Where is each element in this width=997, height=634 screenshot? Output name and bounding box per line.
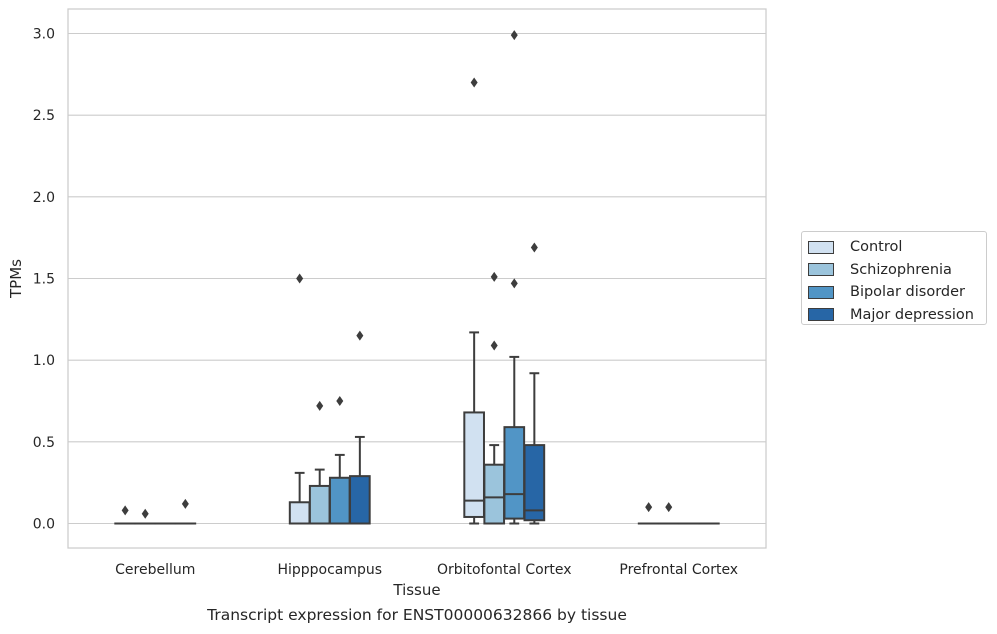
box-control — [288, 273, 311, 525]
box-major-depression — [174, 498, 197, 525]
y-tick-label: 1.5 — [33, 272, 55, 288]
box-body — [328, 476, 351, 525]
outlier-point — [490, 271, 498, 282]
legend-swatch — [808, 240, 834, 254]
box-schizophrenia — [308, 400, 331, 525]
legend-swatch — [808, 263, 834, 277]
legend: Control Schizophrenia Bipolar disorder Majo… — [801, 231, 987, 325]
x-tick-label: Orbitofontal Cortex — [437, 562, 572, 578]
box-schizophrenia — [483, 271, 506, 525]
outlier-point — [510, 30, 518, 41]
box-major-depression — [523, 242, 546, 525]
box-body — [288, 501, 311, 525]
legend-label: Schizophrenia — [850, 261, 952, 278]
outlier-point — [665, 502, 673, 513]
legend-swatch — [808, 285, 834, 299]
x-axis-ticks: Cerebellum Hipppocampus Orbitofontal Corte… — [115, 562, 738, 578]
box-control — [637, 502, 660, 525]
outlier-point — [510, 278, 518, 289]
box-control — [463, 77, 485, 525]
plot-frame — [67, 8, 767, 549]
box-body — [308, 484, 331, 525]
legend-swatch — [808, 308, 834, 322]
outlier-point — [181, 498, 189, 509]
x-tick-label: Cerebellum — [115, 562, 195, 578]
legend-item: Schizophrenia — [808, 259, 980, 282]
legend-label: Bipolar disorder — [850, 284, 965, 301]
outlier-point — [490, 340, 498, 351]
gridlines — [68, 32, 766, 525]
box-body — [483, 463, 506, 525]
y-axis-label: TPMs — [7, 259, 25, 299]
outlier-point — [121, 505, 129, 516]
box-schizophrenia — [134, 508, 157, 525]
x-axis-label: Tissue — [392, 581, 440, 599]
y-tick-label: 0.5 — [33, 435, 55, 451]
box-body — [503, 426, 526, 520]
legend-label: Major depression — [850, 306, 974, 323]
outlier-point — [141, 508, 149, 519]
outlier-point — [530, 242, 538, 253]
outlier-point — [356, 330, 364, 341]
legend-item: Major depression — [808, 304, 980, 327]
legend-item: Bipolar disorder — [808, 281, 980, 304]
y-tick-label: 2.0 — [33, 190, 55, 206]
box-bipolar-disorder — [503, 30, 526, 525]
outlier-point — [645, 502, 653, 513]
box-schizophrenia — [657, 502, 680, 525]
y-axis-ticks: 0.0 0.5 1.0 1.5 2.0 2.5 3.0 — [33, 27, 55, 533]
box-body — [523, 444, 546, 522]
y-tick-label: 2.5 — [33, 108, 55, 124]
x-tick-label: Prefrontal Cortex — [619, 562, 738, 578]
outlier-point — [296, 273, 304, 284]
boxes-layer — [114, 30, 720, 525]
x-tick-label: Hipppocampus — [277, 562, 382, 578]
box-bipolar-disorder — [328, 396, 351, 525]
outlier-point — [336, 396, 344, 406]
legend-label: Control — [850, 239, 903, 256]
y-tick-label: 3.0 — [33, 27, 55, 43]
y-tick-label: 0.0 — [33, 517, 55, 533]
box-body — [349, 475, 371, 525]
y-tick-label: 1.0 — [33, 353, 55, 369]
outlier-point — [470, 77, 478, 88]
box-major-depression — [349, 330, 371, 525]
outlier-point — [316, 400, 324, 411]
box-control — [114, 505, 136, 525]
legend-item: Control — [808, 236, 980, 259]
chart-title: Transcript expression for ENST0000063286… — [207, 606, 627, 624]
